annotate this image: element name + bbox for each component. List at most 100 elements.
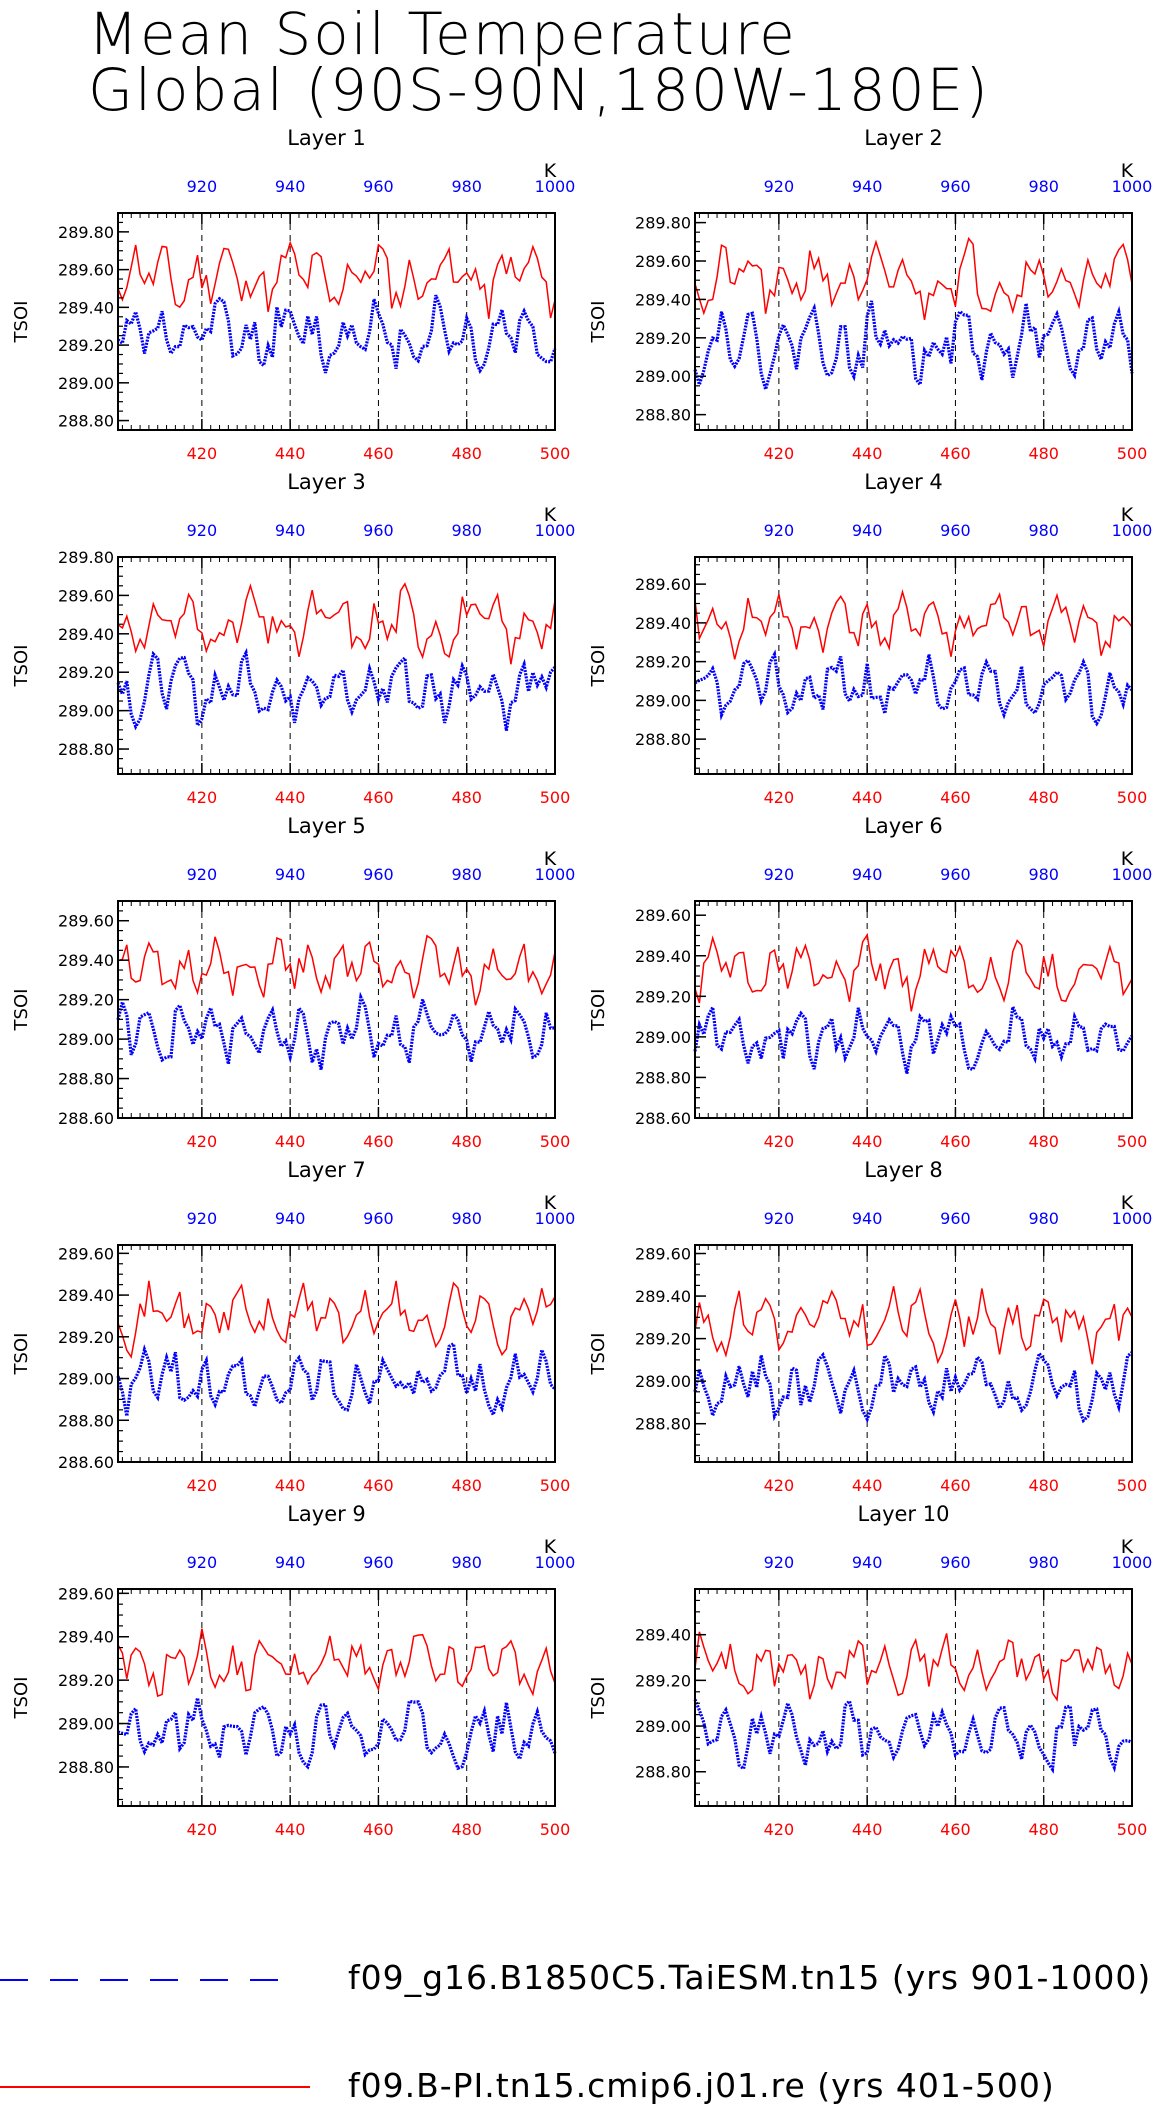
plot-frame bbox=[694, 212, 1133, 431]
x-bottom-tick-label: 440 bbox=[275, 1476, 306, 1495]
x-top-tick-label: 920 bbox=[187, 521, 218, 540]
y-tick-label: 288.80 bbox=[635, 1415, 691, 1434]
y-tick-label: 289.60 bbox=[635, 906, 691, 925]
x-top-tick-label: 980 bbox=[1028, 177, 1059, 196]
x-top-tick-label: 980 bbox=[451, 1553, 482, 1572]
series-line-red bbox=[694, 236, 1133, 321]
x-bottom-tick-label: 480 bbox=[451, 444, 482, 463]
y-axis-label: TSOI bbox=[588, 645, 609, 688]
x-bottom-tick-label: 420 bbox=[187, 1820, 218, 1839]
y-tick-label: 289.00 bbox=[635, 1717, 691, 1736]
y-tick-label: 289.00 bbox=[58, 1715, 114, 1734]
x-bottom-tick-label: 460 bbox=[363, 1820, 394, 1839]
x-bottom-tick-label: 500 bbox=[1117, 788, 1148, 807]
x-top-tick-label: 960 bbox=[363, 177, 394, 196]
y-tick-label: 288.80 bbox=[635, 1763, 691, 1782]
top-axis-unit-label: K bbox=[544, 848, 557, 870]
legend-entry-taiesm: f09_g16.B1850C5.TaiESM.tn15 (yrs 901-100… bbox=[348, 1958, 1152, 1997]
y-tick-label: 288.60 bbox=[635, 1109, 691, 1128]
x-top-tick-label: 940 bbox=[852, 177, 883, 196]
x-top-tick-label: 960 bbox=[940, 177, 971, 196]
x-bottom-tick-label: 500 bbox=[540, 444, 571, 463]
series-line-red bbox=[694, 932, 1133, 1012]
y-tick-label: 289.60 bbox=[58, 912, 114, 931]
layer-title: Layer 6 bbox=[864, 814, 943, 838]
y-axis-label: TSOI bbox=[588, 1677, 609, 1720]
layer-chart-4: Layer 4 288.80 289.00 289.20 289.40 289.60 TSO… bbox=[588, 470, 1152, 807]
series-line-blue bbox=[693, 1349, 1134, 1424]
x-top-tick-label: 960 bbox=[363, 521, 394, 540]
y-tick-label: 288.80 bbox=[58, 1758, 114, 1777]
x-top-tick-label: 1000 bbox=[535, 177, 576, 196]
x-bottom-tick-label: 460 bbox=[940, 444, 971, 463]
x-bottom-tick-label: 500 bbox=[1117, 444, 1148, 463]
y-tick-label: 289.00 bbox=[58, 702, 114, 721]
layer-chart-9: Layer 9 288.80 289.00 289.20 289.40 289.60 TSO… bbox=[11, 1502, 575, 1839]
plot-frame bbox=[694, 1588, 1133, 1807]
legend: f09_g16.B1850C5.TaiESM.tn15 (yrs 901-100… bbox=[0, 1900, 1158, 2118]
y-tick-label: 289.40 bbox=[58, 298, 114, 317]
x-top-tick-label: 920 bbox=[187, 1209, 218, 1228]
x-top-tick-label: 960 bbox=[940, 521, 971, 540]
y-tick-label: 289.00 bbox=[58, 1370, 114, 1389]
y-tick-label: 289.20 bbox=[635, 329, 691, 348]
x-top-tick-label: 920 bbox=[764, 865, 795, 884]
layer-chart-3: Layer 3 288.80 289.00 289.20 289.40 289.60 289… bbox=[11, 470, 575, 807]
y-tick-label: 288.80 bbox=[58, 740, 114, 759]
y-axis-label: TSOI bbox=[11, 1677, 32, 1720]
x-top-tick-label: 980 bbox=[451, 1209, 482, 1228]
x-bottom-tick-label: 440 bbox=[275, 1820, 306, 1839]
layer-title: Layer 10 bbox=[858, 1502, 950, 1526]
chart-title-line2: Global (90S-90N,180W-180E) bbox=[88, 56, 990, 124]
x-top-tick-label: 980 bbox=[1028, 1553, 1059, 1572]
top-axis-unit-label: K bbox=[1121, 848, 1134, 870]
x-top-tick-label: 960 bbox=[363, 1209, 394, 1228]
series-line-blue bbox=[117, 294, 557, 375]
y-tick-label: 289.20 bbox=[635, 987, 691, 1006]
y-tick-label: 289.20 bbox=[58, 336, 114, 355]
x-top-tick-label: 1000 bbox=[535, 1553, 576, 1572]
layer-title: Layer 8 bbox=[864, 1158, 943, 1182]
y-axis-label: TSOI bbox=[11, 1333, 32, 1376]
plot-frame bbox=[694, 556, 1133, 775]
x-top-tick-label: 940 bbox=[275, 865, 306, 884]
x-bottom-tick-label: 500 bbox=[1117, 1132, 1148, 1151]
y-tick-label: 289.00 bbox=[635, 691, 691, 710]
x-bottom-tick-label: 500 bbox=[540, 1132, 571, 1151]
x-top-tick-label: 1000 bbox=[1112, 1553, 1153, 1572]
x-top-tick-label: 1000 bbox=[535, 1209, 576, 1228]
y-tick-label: 289.40 bbox=[635, 947, 691, 966]
layer-title: Layer 1 bbox=[287, 126, 366, 150]
x-top-tick-label: 980 bbox=[451, 521, 482, 540]
x-bottom-tick-label: 440 bbox=[852, 1476, 883, 1495]
x-bottom-tick-label: 440 bbox=[852, 1132, 883, 1151]
x-bottom-tick-label: 480 bbox=[451, 1132, 482, 1151]
x-bottom-tick-label: 500 bbox=[540, 788, 571, 807]
y-axis-label: TSOI bbox=[11, 301, 32, 344]
x-top-tick-label: 940 bbox=[275, 521, 306, 540]
x-top-tick-label: 920 bbox=[764, 177, 795, 196]
x-bottom-tick-label: 440 bbox=[275, 788, 306, 807]
x-top-tick-label: 1000 bbox=[535, 865, 576, 884]
top-axis-unit-label: K bbox=[544, 1536, 557, 1558]
y-tick-label: 289.40 bbox=[58, 1286, 114, 1305]
plot-frame bbox=[117, 900, 556, 1119]
x-top-tick-label: 940 bbox=[275, 177, 306, 196]
y-tick-label: 289.40 bbox=[635, 614, 691, 633]
x-top-tick-label: 960 bbox=[363, 1553, 394, 1572]
series-line-blue bbox=[694, 649, 1134, 727]
x-top-tick-label: 1000 bbox=[1112, 865, 1153, 884]
series-line-blue bbox=[117, 1697, 557, 1771]
series-line-blue bbox=[693, 300, 1134, 396]
x-top-tick-label: 920 bbox=[187, 177, 218, 196]
y-tick-label: 289.00 bbox=[635, 1028, 691, 1047]
x-top-tick-label: 920 bbox=[187, 865, 218, 884]
x-top-tick-label: 980 bbox=[451, 177, 482, 196]
x-bottom-tick-label: 480 bbox=[1028, 1476, 1059, 1495]
y-tick-label: 289.60 bbox=[58, 1244, 114, 1263]
x-top-tick-label: 940 bbox=[852, 1553, 883, 1572]
x-bottom-tick-label: 460 bbox=[940, 788, 971, 807]
plot-frame bbox=[117, 556, 556, 775]
x-top-tick-label: 960 bbox=[940, 1209, 971, 1228]
x-top-tick-label: 920 bbox=[187, 1553, 218, 1572]
